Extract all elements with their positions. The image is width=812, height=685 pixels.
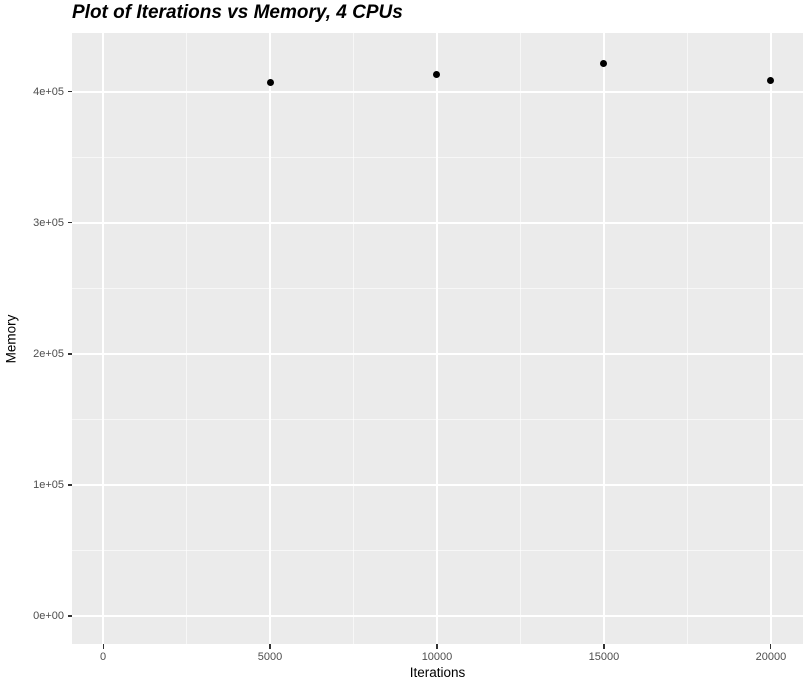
x-tick-mark: [603, 644, 605, 649]
gridline-minor: [352, 33, 354, 644]
gridline-major: [436, 33, 438, 644]
y-tick-label: 4e+05: [33, 85, 64, 98]
gridline-major: [72, 353, 803, 355]
x-tick-label: 20000: [755, 651, 787, 663]
y-tick-label: 3e+05: [33, 216, 64, 229]
gridline-major: [72, 91, 803, 93]
y-tick-mark: [67, 484, 72, 486]
gridline-major: [770, 33, 772, 644]
data-point: [600, 60, 608, 68]
gridline-major: [102, 33, 104, 644]
gridline-major: [72, 615, 803, 617]
y-tick-mark: [67, 353, 72, 355]
x-tick-label: 5000: [257, 651, 283, 663]
data-point: [433, 71, 441, 79]
gridline-minor: [185, 33, 187, 644]
y-tick-mark: [67, 91, 72, 93]
y-tick-label: 0e+00: [33, 609, 64, 622]
data-point: [767, 77, 775, 85]
plot-panel: [72, 33, 803, 644]
gridline-minor: [519, 33, 521, 644]
x-tick-label: 15000: [588, 651, 620, 663]
gridline-major: [269, 33, 271, 644]
x-tick-label: 0: [99, 651, 107, 663]
gridline-minor: [686, 33, 688, 644]
gridline-major: [603, 33, 605, 644]
data-point: [266, 79, 274, 87]
y-axis-title: Memory: [3, 314, 19, 363]
gridline-major: [72, 484, 803, 486]
gridline-major: [72, 222, 803, 224]
x-tick-mark: [770, 644, 772, 649]
y-tick-label: 1e+05: [33, 478, 64, 491]
y-tick-mark: [67, 222, 72, 224]
x-tick-label: 10000: [421, 651, 453, 663]
chart-title: Plot of Iterations vs Memory, 4 CPUs: [72, 2, 403, 23]
y-tick-label: 2e+05: [33, 347, 64, 360]
x-tick-mark: [102, 644, 104, 649]
x-axis-title: Iterations: [409, 665, 466, 680]
y-tick-mark: [67, 615, 72, 617]
x-tick-mark: [269, 644, 271, 649]
x-tick-mark: [436, 644, 438, 649]
